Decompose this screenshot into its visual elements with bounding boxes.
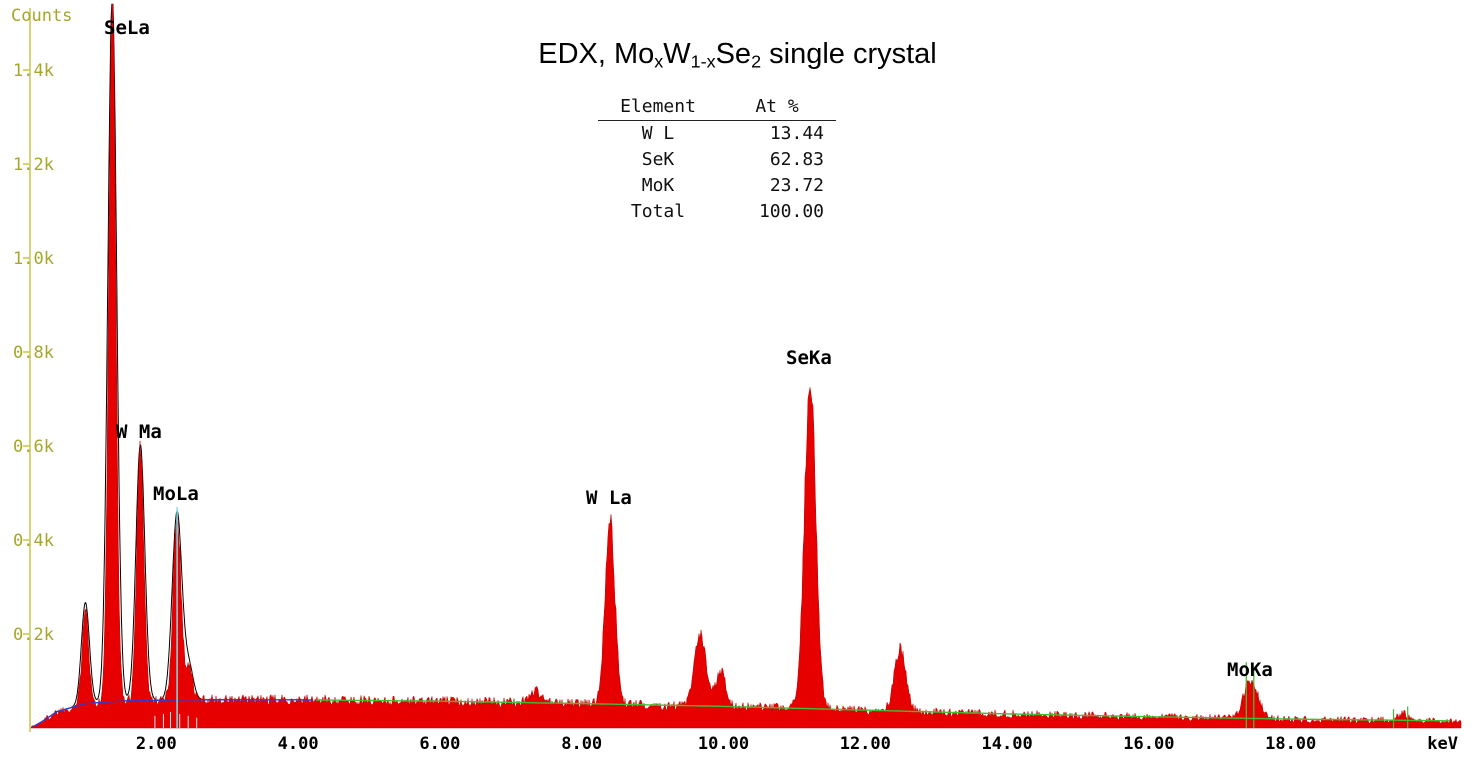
y-tick-label: 0.6k	[13, 437, 54, 457]
quant-table-row: SeK 62.83	[598, 147, 836, 173]
y-tick-label: 0.2k	[13, 625, 54, 645]
at-percent-cell: 13.44	[769, 123, 824, 144]
peak-label-W-Ma: W Ma	[116, 421, 162, 443]
x-tick-label: 18.00	[1265, 734, 1316, 754]
title-text: Se	[715, 38, 752, 70]
at-percent-cell: 62.83	[769, 149, 824, 170]
peak-label-SeLa: SeLa	[104, 17, 150, 39]
element-cell: Total	[630, 201, 686, 222]
background-fit-blue	[32, 699, 313, 728]
x-tick-label: 10.00	[698, 734, 749, 754]
y-tick-label: 1.4k	[13, 61, 54, 81]
y-axis-title: Counts	[11, 6, 72, 26]
title-subscript-1-x: 1-x	[690, 51, 716, 72]
spectrum-area	[29, 3, 1462, 729]
at-percent-cell: 100.00	[758, 201, 824, 222]
y-tick-label: 1.2k	[13, 155, 54, 175]
title-subscript-x: x	[654, 51, 664, 72]
chart-title: EDX, MoxW1-xSe2 single crystal	[0, 38, 1475, 72]
peak-label-W-La: W La	[586, 487, 632, 509]
background-fit-green	[315, 699, 1451, 722]
quant-table-row: Total 100.00	[598, 199, 836, 225]
x-tick-label: 12.00	[840, 734, 891, 754]
x-tick-label: 2.00	[136, 734, 177, 754]
x-tick-label: 6.00	[419, 734, 460, 754]
x-axis-unit-label: keV	[1427, 734, 1458, 754]
y-tick-label: 1.0k	[13, 249, 54, 269]
title-text: W	[663, 38, 691, 70]
title-text: EDX, Mo	[538, 38, 655, 70]
title-subscript-2: 2	[751, 51, 762, 72]
peak-label-MoLa: MoLa	[153, 483, 199, 505]
y-tick-label: 0.4k	[13, 531, 54, 551]
element-cell: MoK	[641, 175, 675, 196]
x-tick-label: 8.00	[561, 734, 602, 754]
quant-table-row: MoK 23.72	[598, 173, 836, 199]
x-tick-label: 14.00	[982, 734, 1033, 754]
element-cell: SeK	[641, 149, 675, 170]
peak-label-MoKa: MoKa	[1227, 659, 1273, 681]
x-tick-label: 4.00	[278, 734, 319, 754]
at-percent-cell: 23.72	[769, 175, 824, 196]
table-header-element: Element	[598, 96, 718, 121]
x-tick-label: 16.00	[1123, 734, 1174, 754]
title-text: single crystal	[761, 38, 937, 70]
quant-table-body: W L 13.44 SeK 62.83 MoK 23.72 Total 100.00	[598, 121, 836, 226]
table-header-at-percent: At %	[718, 96, 836, 121]
y-tick-label: 0.8k	[13, 343, 54, 363]
quant-table-header-row: Element At %	[598, 96, 836, 121]
quant-table-row: W L 13.44	[598, 121, 836, 148]
quantification-table: Element At % W L 13.44 SeK 62.83 MoK 23.72 Tot…	[598, 96, 836, 225]
peak-label-SeKa: SeKa	[786, 347, 832, 369]
element-cell: W L	[641, 123, 675, 144]
